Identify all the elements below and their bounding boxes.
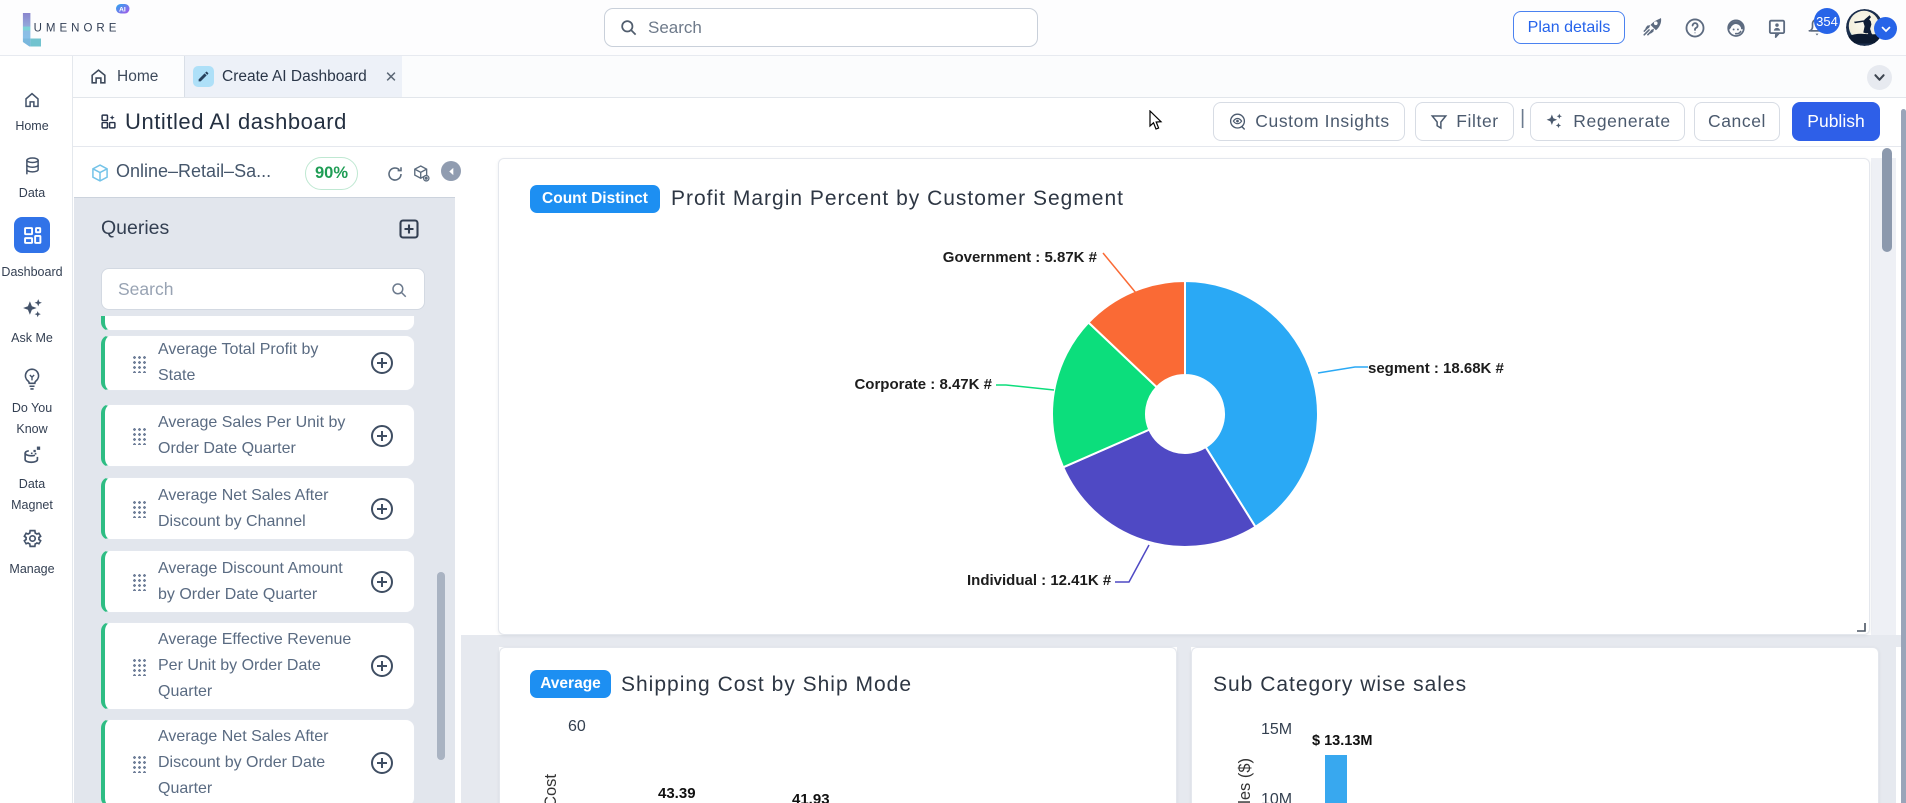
svg-text:UMENORE: UMENORE [34,23,121,35]
svg-text:segment : 18.68K #: segment : 18.68K # [1368,360,1505,377]
svg-text:Individual : 12.41K #: Individual : 12.41K # [967,572,1112,589]
svg-text:AI: AI [119,6,126,13]
svg-text:Government : 5.87K #: Government : 5.87K # [943,249,1098,266]
svg-text:Corporate : 8.47K #: Corporate : 8.47K # [854,376,992,393]
